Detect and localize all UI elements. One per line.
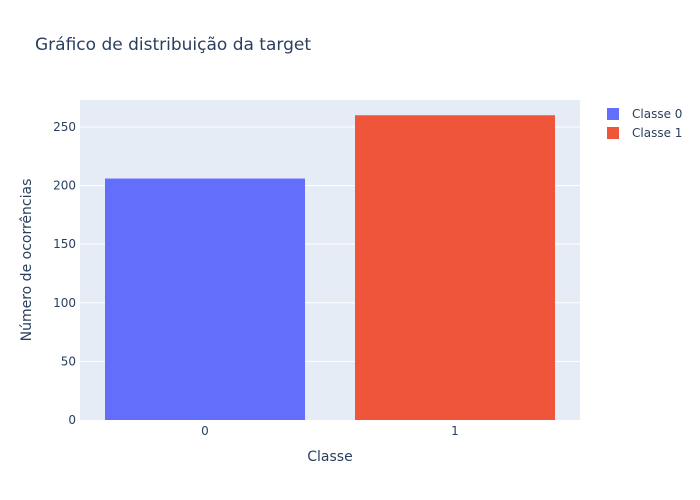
- legend-label: Classe 0: [632, 107, 682, 121]
- y-axis-ticks: 0 50 100 150 200 250: [53, 120, 76, 427]
- legend: Classe 0 Classe 1: [607, 107, 682, 140]
- y-tick-label: 100: [53, 296, 76, 310]
- legend-swatch: [607, 127, 619, 139]
- x-tick-label: 0: [201, 424, 209, 438]
- legend-label: Classe 1: [632, 126, 682, 140]
- y-tick-label: 50: [61, 354, 76, 368]
- y-tick-label: 0: [68, 413, 76, 427]
- chart-title: Gráfico de distribuição da target: [35, 35, 311, 55]
- y-tick-label: 200: [53, 179, 76, 193]
- bar-0[interactable]: [105, 178, 305, 420]
- y-tick-label: 150: [53, 237, 76, 251]
- x-tick-label: 1: [451, 424, 459, 438]
- x-axis-title: Classe: [307, 449, 352, 465]
- bar-1[interactable]: [355, 115, 555, 420]
- legend-item[interactable]: Classe 0: [607, 107, 682, 121]
- legend-swatch: [607, 108, 619, 120]
- y-tick-label: 250: [53, 120, 76, 134]
- legend-item[interactable]: Classe 1: [607, 126, 682, 140]
- bars: [105, 115, 555, 420]
- y-axis-title: Número de ocorrências: [19, 179, 35, 342]
